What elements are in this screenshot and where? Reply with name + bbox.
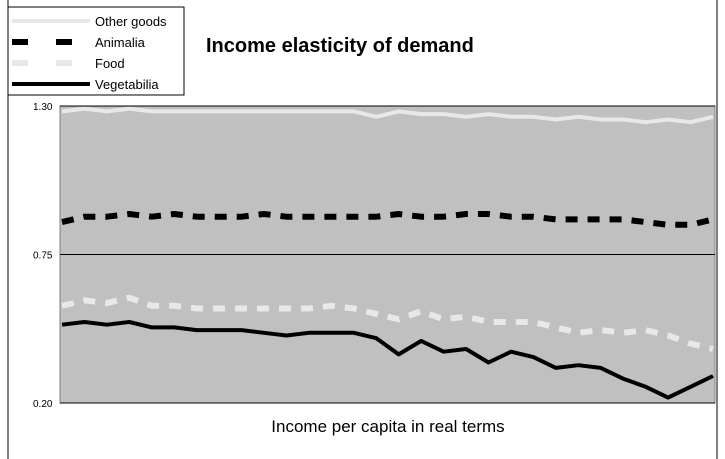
y-tick-label: 1.30 [33, 102, 53, 113]
y-tick-label: 0.75 [33, 251, 53, 262]
legend-label-vegetabilia: Vegetabilia [95, 77, 159, 92]
gridlines [60, 105, 715, 404]
chart-title: Income elasticity of demand [206, 35, 474, 57]
x-axis-label: Income per capita in real terms [271, 417, 504, 436]
legend-label-food: Food [95, 56, 125, 71]
y-ticks: 1.30 0.75 0.20 [33, 102, 53, 410]
series-line-other-goods [61, 106, 714, 125]
series-line-vegetabilia [61, 320, 714, 400]
series-line-food [61, 294, 714, 352]
y-tick-label: 0.20 [33, 399, 53, 410]
series-layer [61, 106, 714, 400]
legend: Other goods Animalia Food Vegetabilia [7, 6, 185, 96]
legend-label-animalia: Animalia [95, 35, 146, 50]
legend-label-other-goods: Other goods [95, 14, 167, 29]
